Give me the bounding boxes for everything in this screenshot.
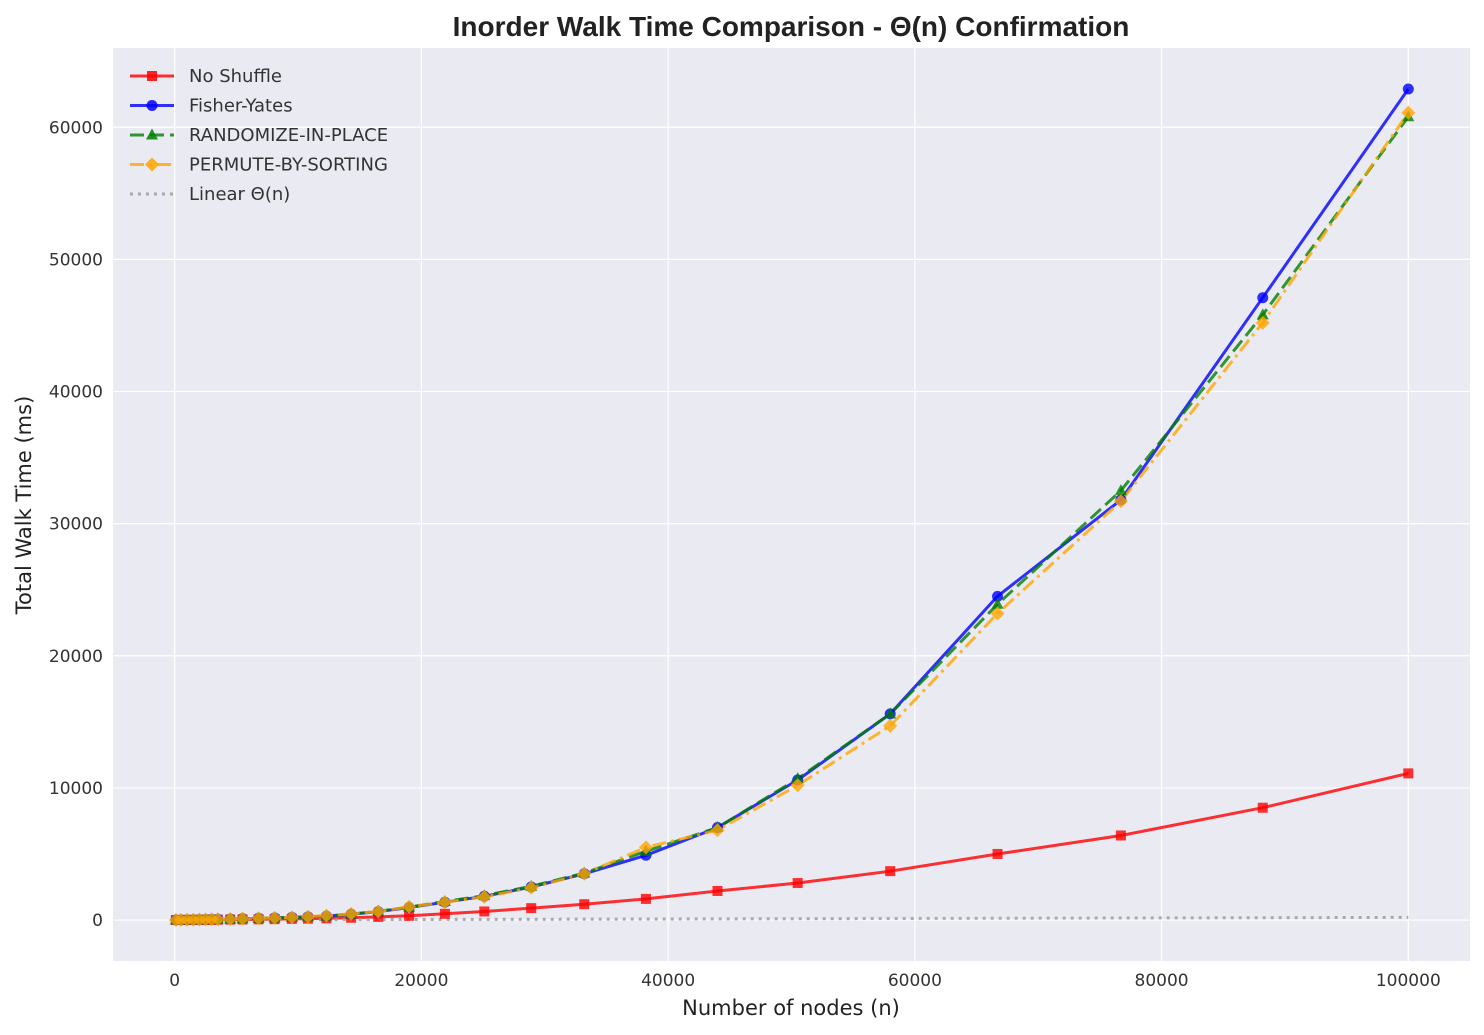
data-point-no-shuffle <box>479 906 490 917</box>
data-point-permute-by-sorting <box>284 910 299 925</box>
series-line-linear-n <box>174 915 1409 922</box>
legend: No Shuffle Fisher-Yates RANDOMIZE-IN-PLACE… <box>130 66 388 205</box>
data-point-permute-by-sorting <box>223 911 238 926</box>
data-point-no-shuffle <box>579 899 590 910</box>
data-point-permute-by-sorting <box>1401 105 1416 120</box>
data-point-permute-by-sorting <box>402 899 417 914</box>
data-point-permute-by-sorting <box>990 606 1005 621</box>
data-point-fisher-yates <box>1402 83 1414 95</box>
x-axis-label: Number of nodes (n) <box>682 996 900 1020</box>
x-tick-label: 40000 <box>641 971 695 991</box>
legend-marker-no-shuffle <box>147 71 157 81</box>
data-point-no-shuffle <box>1115 830 1126 841</box>
chart-title: Inorder Walk Time Comparison - Θ(n) Conf… <box>453 11 1130 42</box>
data-point-no-shuffle <box>526 903 537 914</box>
data-point-no-shuffle <box>640 893 651 904</box>
legend-label-linear-n: Linear Θ(n) <box>189 184 290 205</box>
data-point-randomize-in-place <box>991 597 1004 609</box>
data-point-permute-by-sorting <box>1255 315 1270 330</box>
data-point-permute-by-sorting <box>883 718 898 733</box>
data-point-permute-by-sorting <box>210 912 225 927</box>
y-tick-label: 50000 <box>49 250 103 270</box>
y-tick-label: 20000 <box>49 647 103 667</box>
legend-marker-fisher-yates <box>146 100 158 111</box>
data-point-permute-by-sorting <box>371 904 386 919</box>
data-point-no-shuffle <box>992 848 1003 859</box>
data-point-fisher-yates <box>992 590 1004 602</box>
series-points-permute-by-sorting <box>168 105 1416 927</box>
data-point-no-shuffle <box>404 910 415 921</box>
data-point-randomize-in-place <box>884 707 897 719</box>
data-point-permute-by-sorting <box>1113 494 1128 509</box>
data-point-randomize-in-place <box>1114 484 1127 496</box>
data-point-permute-by-sorting <box>344 906 359 921</box>
y-tick-label: 60000 <box>49 118 103 138</box>
plot-area <box>113 48 1470 961</box>
data-point-permute-by-sorting <box>790 778 805 793</box>
data-point-permute-by-sorting <box>300 909 315 924</box>
y-axis-label: Total Walk Time (ms) <box>12 396 36 616</box>
legend-label-permute-by-sorting: PERMUTE-BY-SORTING <box>189 155 388 176</box>
data-point-fisher-yates <box>1257 292 1269 304</box>
data-point-no-shuffle <box>885 866 896 877</box>
data-point-permute-by-sorting <box>524 880 539 895</box>
data-point-permute-by-sorting <box>577 866 592 881</box>
data-point-permute-by-sorting <box>267 910 282 925</box>
x-tick-label: 60000 <box>888 971 942 991</box>
data-point-permute-by-sorting <box>319 908 334 923</box>
data-point-no-shuffle <box>792 878 803 889</box>
data-point-randomize-in-place <box>1256 308 1269 320</box>
data-point-permute-by-sorting <box>638 840 653 855</box>
y-tick-label: 40000 <box>49 383 103 403</box>
data-point-permute-by-sorting <box>437 895 452 910</box>
data-point-permute-by-sorting <box>251 911 266 926</box>
legend-label-randomize-in-place: RANDOMIZE-IN-PLACE <box>189 125 388 146</box>
legend-marker-randomize-in-place <box>146 128 158 140</box>
series-markers <box>168 83 1416 927</box>
x-tick-label: 100000 <box>1376 971 1441 991</box>
data-point-no-shuffle <box>1257 802 1268 813</box>
y-tick-label: 30000 <box>49 515 103 535</box>
legend-label-fisher-yates: Fisher-Yates <box>189 96 293 117</box>
data-point-no-shuffle <box>1403 768 1414 779</box>
x-tick-label: 20000 <box>394 971 448 991</box>
data-point-no-shuffle <box>712 885 723 896</box>
legend-label-no-shuffle: No Shuffle <box>189 66 282 87</box>
grid <box>113 48 1470 961</box>
legend-marker-permute-by-sorting <box>145 157 159 172</box>
data-point-no-shuffle <box>439 908 450 919</box>
y-tick-label: 0 <box>92 911 103 931</box>
data-point-permute-by-sorting <box>710 823 725 838</box>
y-tick-label: 10000 <box>49 779 103 799</box>
x-tick-label: 0 <box>169 971 180 991</box>
x-tick-label: 80000 <box>1135 971 1189 991</box>
data-point-permute-by-sorting <box>235 911 250 926</box>
data-point-permute-by-sorting <box>477 889 492 904</box>
data-point-randomize-in-place <box>791 772 804 784</box>
tick-labels: 0 20000 40000 60000 80000 100000 0 10000 20000 30… <box>49 118 1441 991</box>
